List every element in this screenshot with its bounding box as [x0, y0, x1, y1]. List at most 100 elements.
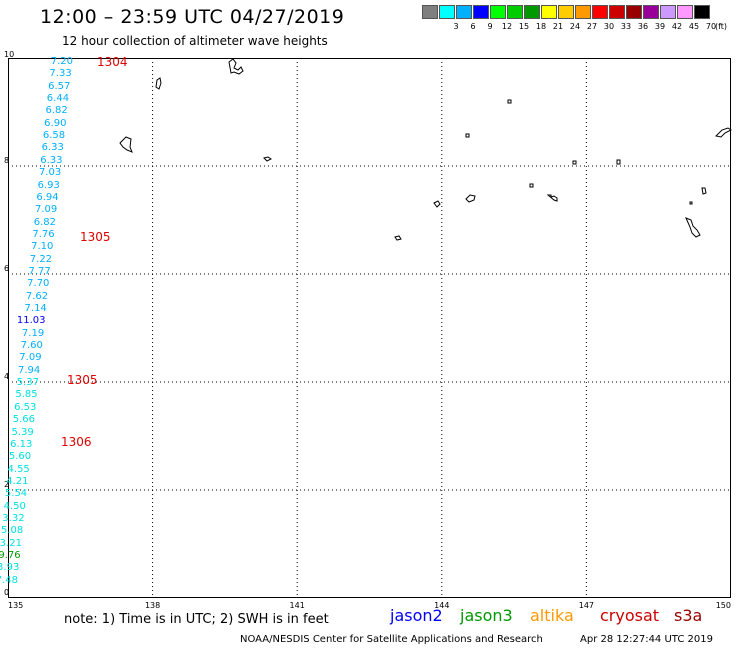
x-tick-label: 135 [8, 601, 24, 610]
island-outline [465, 194, 476, 203]
pass-number: 1305 [80, 230, 111, 244]
legend-label: 3 [453, 22, 459, 31]
satellite-jason3: jason3 [460, 606, 513, 625]
swh-value: 7.76 [32, 228, 55, 240]
swh-value: 6.82 [45, 105, 68, 117]
swh-value: 7.03 [38, 167, 62, 179]
swh-value: 7.19 [21, 327, 45, 339]
island-outline [465, 133, 470, 138]
y-tick-label: 4 [4, 372, 10, 381]
legend-swatch [507, 5, 523, 19]
pass-number: 1304 [97, 55, 128, 69]
swh-value: 4.50 [3, 500, 26, 512]
legend-label: 15 [518, 22, 530, 31]
swh-value: 5.66 [12, 414, 36, 426]
legend-swatch [609, 5, 625, 19]
swh-value: 6.33 [40, 154, 63, 166]
swh-value: 4.21 [6, 475, 29, 487]
swh-value: 7.48 [0, 574, 18, 586]
swh-value: 7.10 [31, 241, 54, 253]
pass-number: 1305 [67, 373, 98, 387]
swh-value: 4.55 [7, 463, 30, 475]
swh-value: 7.70 [27, 278, 50, 290]
plot-frame [8, 58, 731, 598]
island-outline [155, 77, 162, 90]
satellite-altika: altika [530, 606, 574, 625]
footer-note: note: 1) Time is in UTC; 2) SWH is in fe… [64, 612, 329, 627]
legend-label: 12 [501, 22, 513, 31]
y-tick-label: 2 [4, 480, 10, 489]
swh-value: 19.76 [0, 550, 21, 561]
legend-swatch [524, 5, 540, 19]
color-legend [422, 5, 711, 19]
swh-value: 5.85 [15, 389, 38, 401]
y-tick-label: 10 [4, 50, 15, 59]
x-tick-label: 147 [578, 601, 595, 610]
swh-value: 7.09 [19, 352, 42, 364]
island-outline [507, 99, 512, 104]
swh-value: 7.94 [17, 364, 41, 376]
swh-value: 7.09 [35, 204, 58, 216]
legend-swatch [626, 5, 642, 19]
swh-value: 6.93 [37, 179, 60, 191]
legend-swatch [473, 5, 489, 19]
swh-value: 3.93 [0, 562, 20, 574]
legend-swatch [660, 5, 676, 19]
swh-value: 6.53 [14, 401, 37, 413]
swh-value: 5.37 [16, 377, 39, 389]
swh-value: 6.82 [33, 216, 56, 228]
x-tick-label: 141 [289, 601, 305, 610]
legend-swatch [439, 5, 455, 19]
legend-label: 33 [620, 22, 632, 31]
swh-value: 7.77 [28, 265, 51, 277]
swh-value: 3.32 [2, 512, 25, 524]
swh-value: 5.08 [0, 525, 24, 537]
swh-value: 7.20 [50, 56, 73, 67]
legend-swatch [677, 5, 693, 19]
island-outline [433, 200, 441, 208]
swh-value: 5.60 [8, 451, 32, 463]
island-outline [572, 160, 577, 165]
island-outline [714, 127, 732, 138]
island-outline [263, 156, 272, 162]
map-subtitle: 12 hour collection of altimeter wave hei… [62, 34, 328, 48]
swh-value: 6.44 [46, 93, 70, 105]
legend-label: 70 [705, 22, 717, 31]
island-outline [616, 159, 621, 165]
legend-label: 45 [688, 22, 700, 31]
island-outline [689, 201, 693, 205]
legend-swatch [456, 5, 472, 19]
swh-value: 3.21 [0, 537, 22, 549]
island-outline [394, 235, 402, 241]
credit-text: NOAA/NESDIS Center for Satellite Applica… [240, 634, 543, 645]
y-tick-label: 6 [4, 264, 10, 273]
swh-value: 7.33 [49, 68, 72, 80]
swh-value: 7.62 [25, 290, 49, 302]
legend-swatch [422, 5, 438, 19]
island-outline [119, 136, 133, 153]
x-tick-label: 144 [434, 601, 450, 610]
legend-label: 24 [569, 22, 581, 31]
swh-value: 5.39 [11, 426, 34, 438]
map-title: 12:00 – 23:59 UTC 04/27/2019 [40, 6, 345, 28]
legend-label: 9 [487, 22, 493, 31]
swh-value: 7.60 [20, 340, 43, 352]
island-outline [546, 194, 558, 202]
island-outline [529, 183, 534, 188]
satellite-jason2: jason2 [390, 606, 443, 625]
legend-swatch [575, 5, 591, 19]
satellite-s3a: s3a [674, 606, 703, 625]
x-tick-label: 138 [144, 601, 161, 610]
y-tick-label: 8 [4, 156, 10, 165]
swh-value: 6.13 [10, 438, 33, 450]
island-outline [685, 217, 701, 238]
swh-value: 6.90 [44, 117, 67, 129]
legend-swatch [490, 5, 506, 19]
legend-label: 36 [637, 22, 649, 31]
swh-value: 7.14 [24, 303, 47, 314]
legend-swatch [558, 5, 574, 19]
swh-value: 7.22 [29, 253, 53, 265]
swh-value: 6.58 [42, 130, 66, 142]
